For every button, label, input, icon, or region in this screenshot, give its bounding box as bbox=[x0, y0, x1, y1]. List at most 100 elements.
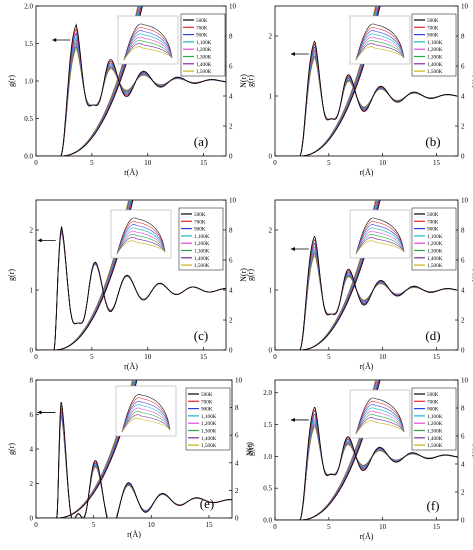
y2-tick-label: 8 bbox=[461, 33, 465, 41]
inset-curve-1,200K bbox=[116, 230, 166, 255]
legend-label: 900K bbox=[196, 33, 208, 39]
y2-tick-label: 8 bbox=[229, 33, 233, 41]
x-axis-label: r(Å) bbox=[360, 532, 374, 541]
x-tick-label: 10 bbox=[379, 353, 387, 361]
legend-label: 1,500K bbox=[201, 443, 217, 449]
y2-tick-label: 4 bbox=[461, 93, 465, 101]
y2-tick-label: 10 bbox=[461, 3, 469, 11]
y2-tick-label: 10 bbox=[461, 197, 469, 205]
inset-curve-500K bbox=[123, 23, 173, 61]
legend-label: 900K bbox=[201, 407, 213, 413]
inset-curve-1,400K bbox=[355, 43, 405, 61]
inset-frame bbox=[115, 385, 177, 437]
legend-label: 500K bbox=[427, 18, 439, 24]
x-tick-label: 0 bbox=[273, 523, 277, 531]
legend-label: 500K bbox=[196, 18, 208, 24]
inset-curve-900K bbox=[355, 404, 405, 435]
inset-plot bbox=[349, 15, 411, 65]
y-tick-label: 1 bbox=[30, 287, 34, 295]
y2-tick-label: 0 bbox=[461, 153, 465, 161]
legend-label: 1,100K bbox=[427, 234, 443, 240]
legend-label: 500K bbox=[427, 392, 439, 398]
x-tick-label: 0 bbox=[273, 353, 277, 361]
y-tick-label: 0 bbox=[269, 347, 273, 355]
inset-curve-700K bbox=[355, 400, 405, 435]
inset-curve-500K bbox=[121, 393, 171, 433]
x-tick-label: 5 bbox=[327, 159, 331, 167]
y2-axis-label: N(r) bbox=[239, 268, 248, 282]
y2-tick-label: 2 bbox=[461, 317, 465, 325]
y-axis-label: g(r) bbox=[246, 269, 255, 281]
x-axis-label: r(Å) bbox=[360, 168, 374, 177]
legend-label: 500K bbox=[427, 212, 439, 218]
y2-tick-label: 0 bbox=[235, 515, 239, 523]
plot-frame bbox=[274, 199, 459, 351]
legend-label: 700K bbox=[201, 399, 213, 405]
arrow-head-left bbox=[52, 37, 57, 42]
arrow-head-left bbox=[290, 52, 295, 56]
y2-tick-label: 2 bbox=[235, 487, 239, 495]
y-tick-label: 1 bbox=[269, 93, 273, 101]
inset-curve-1,500K bbox=[116, 240, 166, 255]
legend-label: 1,400K bbox=[196, 62, 212, 68]
legend-label: 1,200K bbox=[194, 241, 210, 247]
legend-label: 1,200K bbox=[427, 241, 443, 247]
panel-label: (f) bbox=[427, 498, 440, 513]
legend-label: 700K bbox=[427, 399, 439, 405]
gr-series-line-500K bbox=[275, 40, 458, 156]
legend-label: 1,200K bbox=[196, 47, 212, 53]
inset-curve-500K bbox=[355, 217, 405, 255]
y2-tick-label: 0 bbox=[229, 347, 233, 355]
inset-curve-1,400K bbox=[123, 43, 173, 61]
curves bbox=[36, 380, 232, 518]
inset-plot bbox=[117, 15, 179, 65]
legend-label: 700K bbox=[194, 219, 206, 225]
y-tick-label: 0 bbox=[30, 347, 34, 355]
x-tick-label: 15 bbox=[433, 159, 441, 167]
x-tick-label: 15 bbox=[433, 523, 441, 531]
plot-frame bbox=[274, 379, 459, 521]
x-tick-label: 0 bbox=[273, 159, 277, 167]
y2-tick-label: 2 bbox=[461, 489, 465, 497]
inset-curve-1,500K bbox=[121, 417, 171, 433]
nr-series-line-500K bbox=[36, 200, 134, 350]
inset-curve-1,200K bbox=[355, 230, 405, 255]
inset-frame bbox=[117, 15, 179, 65]
x-tick-label: 10 bbox=[144, 159, 152, 167]
x-tick-label: 0 bbox=[34, 521, 38, 529]
inset-curve-700K bbox=[355, 26, 405, 61]
x-tick-label: 5 bbox=[327, 523, 331, 531]
y2-tick-label: 4 bbox=[461, 287, 465, 295]
inset-curve-900K bbox=[116, 224, 166, 255]
inset-curve-1,300K bbox=[355, 414, 405, 435]
legend-label: 1,300K bbox=[427, 55, 443, 61]
panel-label: (d) bbox=[425, 328, 440, 343]
x-tick-label: 0 bbox=[34, 353, 38, 361]
legend-box bbox=[411, 387, 457, 451]
y-tick-label: 0.5 bbox=[24, 115, 33, 123]
y-tick-label: 0.5 bbox=[263, 485, 272, 493]
inset-frame bbox=[349, 15, 411, 65]
y-tick-label: 0 bbox=[30, 515, 34, 523]
y-tick-label: 1.5 bbox=[24, 40, 33, 48]
inset-curve-1,500K bbox=[355, 46, 405, 61]
y2-tick-label: 2 bbox=[229, 317, 233, 325]
y2-tick-label: 8 bbox=[235, 404, 239, 412]
y-tick-label: 2 bbox=[269, 227, 273, 235]
y2-tick-label: 4 bbox=[229, 287, 233, 295]
inset-frame bbox=[349, 389, 411, 439]
y2-tick-label: 0 bbox=[461, 517, 465, 525]
inset-plot bbox=[115, 385, 177, 437]
legend-box bbox=[178, 207, 224, 271]
y2-tick-label: 6 bbox=[229, 63, 233, 71]
x-tick-label: 5 bbox=[90, 353, 94, 361]
inset-curve-1,200K bbox=[355, 410, 405, 435]
inset-curve-1,100K bbox=[123, 33, 173, 61]
legend-label: 1,400K bbox=[427, 436, 443, 442]
x-tick-label: 10 bbox=[379, 159, 387, 167]
